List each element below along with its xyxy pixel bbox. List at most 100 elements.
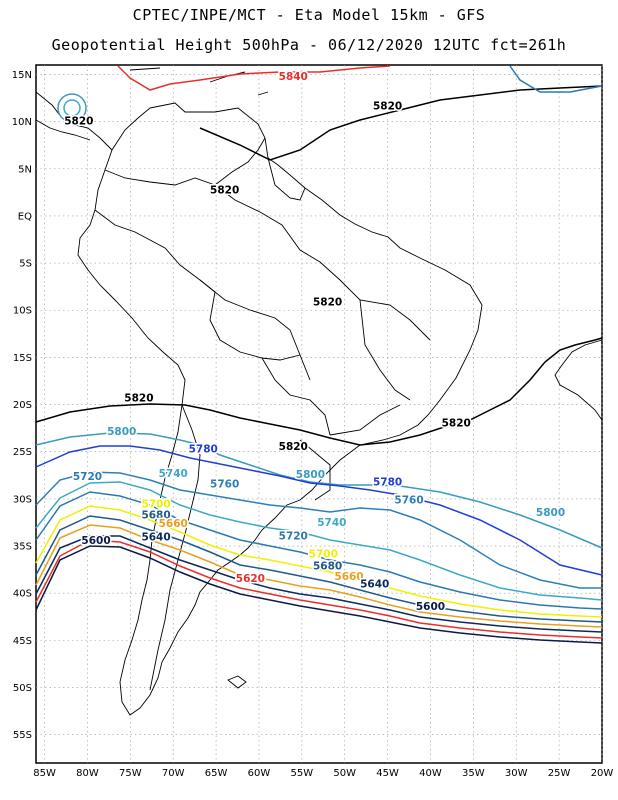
contour-5800 (35, 432, 603, 549)
lon-tick-label: 80W (76, 768, 99, 779)
contour-5760 (35, 471, 602, 589)
contour-label-5620: 5620 (236, 573, 265, 585)
contour-label-5840: 5840 (279, 71, 308, 83)
lat-tick-label: 45S (13, 636, 32, 647)
lon-tick-label: 40W (419, 768, 442, 779)
contour-label-5800: 5800 (536, 507, 565, 519)
contour-label-5820: 5820 (210, 184, 239, 196)
chart-title: CPTEC/INPE/MCT - Eta Model 15km - GFS (132, 6, 486, 24)
border-uruguay (299, 439, 331, 501)
lat-tick-label: 10S (13, 306, 32, 317)
contour-5840 (117, 65, 391, 91)
contour-label-5660: 5660 (334, 571, 363, 583)
lat-tick-label: 55S (13, 730, 32, 741)
border-brazil-north (214, 184, 321, 263)
border-peru-brazil (199, 279, 301, 356)
contour-label-5820: 5820 (279, 441, 308, 453)
contour-label-5740: 5740 (317, 517, 346, 529)
lon-tick-label: 55W (291, 768, 314, 779)
contour-5720 (35, 491, 603, 610)
border-bolivia (209, 291, 311, 381)
contour-label-5720: 5720 (73, 471, 102, 483)
longitude-labels: 85W 80W 75W 70W 65W 60W 55W 50W 45W 40W 35W 30W 25W 2… (33, 768, 613, 779)
lat-tick-label: 15S (13, 353, 32, 364)
contour-label-5820: 5820 (64, 115, 93, 127)
contour-5640 (35, 535, 603, 633)
contour-label-5780: 5780 (189, 444, 218, 456)
border-states-brazil (319, 261, 431, 436)
contour-label-5640: 5640 (360, 579, 389, 591)
south-america-coast (77, 102, 483, 716)
contour-5800-northeast (509, 65, 603, 93)
lon-tick-label: 65W (205, 768, 228, 779)
contour-label-5760: 5760 (210, 479, 239, 491)
lat-tick-label: 10N (12, 117, 32, 128)
lat-tick-label: 35S (13, 542, 32, 553)
contours (35, 65, 603, 644)
lat-tick-label: 20S (13, 400, 32, 411)
chart-subtitle: Geopotential Height 500hPa - 06/12/2020 … (51, 36, 567, 54)
lat-tick-label: 5S (19, 259, 32, 270)
latitude-labels: 15N 10N 5N EQ 5S 10S 15S 20S 25S 30S 35S 40S 45S 50S 5… (12, 70, 32, 741)
contour-label-5820: 5820 (313, 297, 342, 309)
contour-label-5820: 5820 (373, 100, 402, 112)
contour-label-5600: 5600 (81, 535, 110, 547)
contour-5680 (35, 515, 603, 623)
lon-tick-label: 25W (548, 768, 571, 779)
contour-5820-low-caribbean (63, 99, 81, 117)
border-colombia (104, 169, 216, 186)
map-frame (35, 64, 603, 764)
lon-tick-label: 35W (462, 768, 485, 779)
lon-tick-label: 30W (505, 768, 528, 779)
lat-tick-label: 40S (13, 589, 32, 600)
contour-label-5820: 5820 (124, 393, 153, 405)
border-guianas (267, 157, 306, 201)
lat-tick-label: 5N (18, 164, 32, 175)
contour-5820 (35, 337, 603, 446)
contour-label-5640: 5640 (141, 531, 170, 543)
contour-5600 (35, 545, 603, 644)
contour-label-5740: 5740 (159, 468, 188, 480)
contour-label-5820: 5820 (442, 417, 471, 429)
contour-label-5700: 5700 (309, 548, 338, 560)
falkland-islands (227, 675, 247, 689)
contour-label-5800: 5800 (296, 469, 325, 481)
contour-5660 (35, 524, 603, 628)
contour-label-5720: 5720 (279, 530, 308, 542)
coastlines (35, 67, 603, 716)
contour-5620 (35, 539, 603, 639)
contour-label-5760: 5760 (394, 495, 423, 507)
border-chile-argentina (149, 404, 201, 691)
lon-tick-label: 75W (119, 768, 142, 779)
contour-label-5800: 5800 (107, 426, 136, 438)
border-ecuador-peru (94, 209, 216, 293)
contour-label-5600: 5600 (416, 601, 445, 613)
lat-tick-label: 50S (13, 683, 32, 694)
border-venezuela (214, 137, 266, 186)
contour-low-caribbean-inner (57, 93, 87, 123)
lon-tick-label: 85W (33, 768, 56, 779)
lon-tick-label: 70W (162, 768, 185, 779)
contour-labels: 5840 5820 5820 5820 5820 5820 5820 5820 5800 5800… (63, 70, 567, 615)
contour-label-5680: 5680 (141, 510, 170, 522)
lon-tick-label: 45W (376, 768, 399, 779)
lon-tick-label: 50W (333, 768, 356, 779)
gridlines (36, 65, 603, 763)
contour-label-5660: 5660 (159, 518, 188, 530)
contour-5700 (35, 505, 603, 618)
contour-label-5680: 5680 (313, 561, 342, 573)
contour-5820-north (199, 85, 603, 161)
lat-tick-label: 15N (12, 70, 32, 81)
lat-tick-label: EQ (18, 211, 32, 222)
contour-5740 (35, 481, 603, 601)
contour-label-5780: 5780 (373, 477, 402, 489)
border-paraguay (261, 357, 331, 436)
africa-coast (554, 339, 603, 421)
contour-5780 (35, 445, 603, 576)
lon-tick-label: 60W (248, 768, 271, 779)
contour-label-5700: 5700 (141, 498, 170, 510)
central-america-coast (35, 91, 113, 151)
lat-tick-label: 25S (13, 447, 32, 458)
lon-tick-label: 20W (591, 768, 614, 779)
